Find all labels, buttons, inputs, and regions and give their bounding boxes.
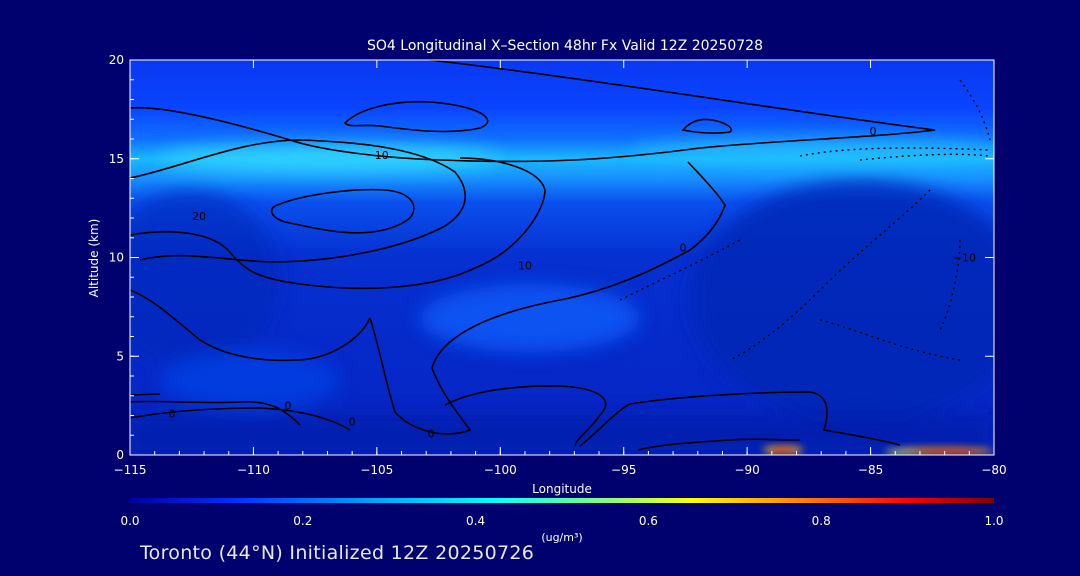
y-tick-label: 5 [116,349,124,363]
contour-label: 10 [375,149,389,162]
contour-label: 0 [168,408,175,421]
y-tick-label: 15 [109,152,124,166]
x-tick-label: −105 [360,463,393,477]
colorbar-tick-label: 0.0 [120,514,139,528]
contour-label: −10 [953,252,976,265]
colorbar-tick-label: 0.4 [466,514,485,528]
x-tick-label: −115 [114,463,147,477]
contour-label: 0 [870,125,877,138]
contour-lines [130,60,936,451]
contour-label: 0 [428,427,435,440]
colorbar-tick-label: 0.2 [293,514,312,528]
contour-label: 0 [679,242,686,255]
colorbar-tick-label: 1.0 [984,514,1003,528]
y-tick-label: 20 [109,53,124,67]
negative-contours [619,79,991,361]
colorbar [130,498,994,503]
contour-labels: 10 20 10 0 0 −10 0 0 0 0 [168,125,976,440]
y-axis: 0 5 10 15 20 [109,53,994,462]
colorbar-ticks: 0.0 0.2 0.4 0.6 0.8 1.0 [120,514,1003,528]
footer-caption: Toronto (44°N) Initialized 12Z 20250726 [140,542,535,564]
y-axis-label: Altitude (km) [87,219,101,298]
contour-label: 10 [518,259,532,272]
contour-label: 0 [349,415,356,428]
y-tick-label: 10 [109,251,124,265]
chart-title: SO4 Longitudinal X–Section 48hr Fx Valid… [367,38,763,54]
x-axis: −115 −110 −105 −100 −95 −90 −85 −80 [114,60,1007,477]
x-axis-label: Longitude [532,482,592,496]
colorbar-unit: (ug/m³) [541,531,582,544]
x-tick-label: −90 [734,463,759,477]
contour-label: 20 [192,210,206,223]
plot-area: 10 20 10 0 0 −10 0 0 0 0 [130,60,994,455]
y-tick-label: 0 [116,448,124,462]
x-tick-label: −95 [611,463,636,477]
colorbar-tick-label: 0.6 [639,514,658,528]
x-tick-label: −110 [237,463,270,477]
x-tick-label: −100 [484,463,517,477]
x-tick-label: −80 [981,463,1006,477]
colorbar-tick-label: 0.8 [812,514,831,528]
contour-label: 0 [284,400,291,413]
x-tick-label: −85 [858,463,883,477]
